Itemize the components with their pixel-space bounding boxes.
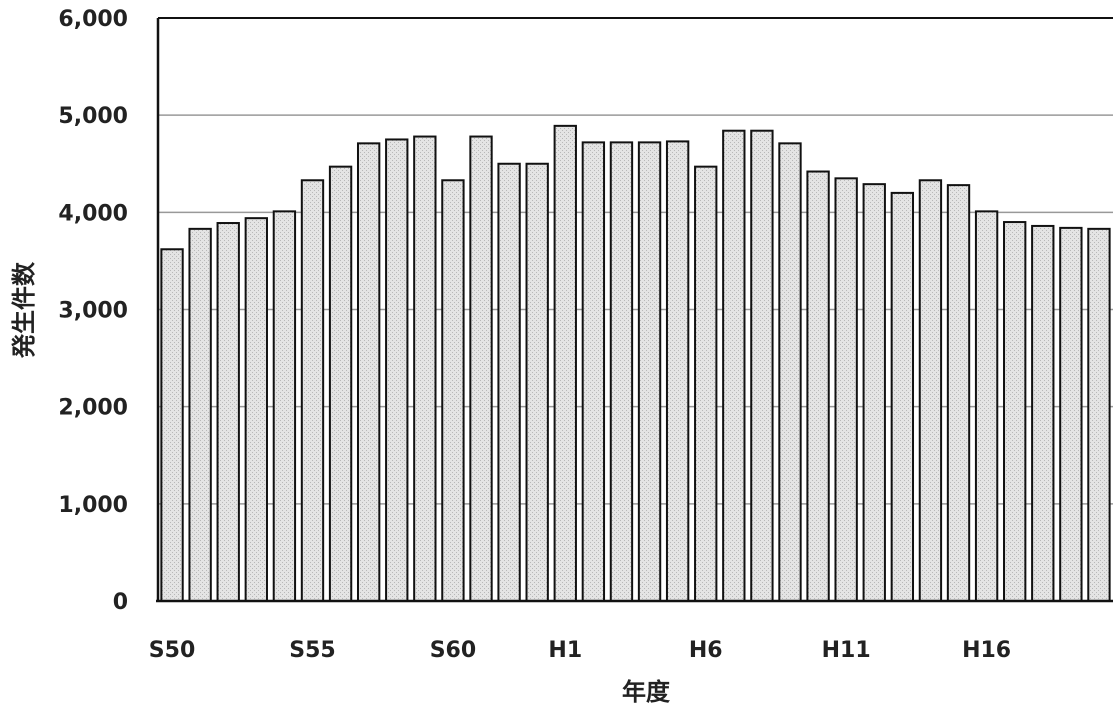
x-tick-label: H11 bbox=[822, 638, 871, 663]
bar-S57 bbox=[356, 142, 381, 602]
x-axis-title: 年度 bbox=[622, 678, 671, 706]
bar-S63 bbox=[525, 162, 549, 602]
bar-H17 bbox=[1003, 221, 1027, 603]
bar-S56 bbox=[328, 165, 353, 602]
bars-group bbox=[160, 124, 1111, 603]
bar-S59 bbox=[413, 135, 437, 602]
x-tick-labels: S50 S55 S60 H1 H6 H11 H16 bbox=[149, 638, 1011, 663]
bar-H16 bbox=[974, 210, 999, 602]
bar-H15 bbox=[946, 184, 971, 602]
axes-group bbox=[156, 17, 1113, 603]
bar-H12 bbox=[862, 183, 886, 602]
bar-S58 bbox=[385, 138, 409, 602]
bar-S51 bbox=[188, 227, 212, 603]
bar-H10 bbox=[806, 170, 830, 602]
bar-H19 bbox=[1059, 226, 1083, 602]
x-tick-label: S60 bbox=[430, 638, 476, 663]
bar-H3 bbox=[609, 141, 634, 603]
bar-S55 bbox=[300, 179, 325, 602]
bar-H18 bbox=[1031, 224, 1055, 602]
bar-S52 bbox=[216, 222, 240, 602]
y-tick-label: 1,000 bbox=[58, 493, 128, 518]
bar-H13 bbox=[890, 191, 915, 602]
bar-H1 bbox=[553, 124, 577, 602]
y-tick-label: 4,000 bbox=[58, 201, 128, 226]
bar-S61 bbox=[469, 135, 493, 602]
y-tick-label: 3,000 bbox=[58, 299, 128, 324]
bar-H6 bbox=[694, 165, 718, 602]
bar-H11 bbox=[834, 177, 858, 602]
bar-H4 bbox=[637, 141, 662, 603]
x-tick-label: S55 bbox=[289, 638, 335, 663]
bar-S53 bbox=[244, 217, 268, 602]
bar-H9 bbox=[778, 142, 802, 602]
bar-S62 bbox=[497, 162, 521, 602]
bar-H7 bbox=[722, 129, 746, 602]
x-tick-label: H1 bbox=[548, 638, 582, 663]
x-tick-label: S50 bbox=[149, 638, 195, 663]
y-tick-label: 5,000 bbox=[58, 104, 128, 129]
bar-H20 bbox=[1087, 227, 1111, 603]
y-axis-title: 発生件数 bbox=[10, 261, 38, 359]
bar-H14 bbox=[918, 179, 943, 602]
x-tick-label: H6 bbox=[689, 638, 723, 663]
y-tick-labels: 0 1,000 2,000 3,000 4,000 5,000 6,000 bbox=[58, 7, 128, 615]
bar-H2 bbox=[581, 141, 606, 603]
y-tick-label: 2,000 bbox=[58, 396, 128, 421]
y-tick-label: 0 bbox=[113, 590, 128, 615]
bar-S60 bbox=[441, 179, 465, 602]
bar-H5 bbox=[665, 140, 690, 602]
bar-S54 bbox=[272, 210, 297, 602]
y-tick-label: 6,000 bbox=[58, 7, 128, 32]
bar-H8 bbox=[750, 129, 774, 602]
x-tick-label: H16 bbox=[962, 638, 1011, 663]
bar-S50 bbox=[160, 248, 184, 603]
